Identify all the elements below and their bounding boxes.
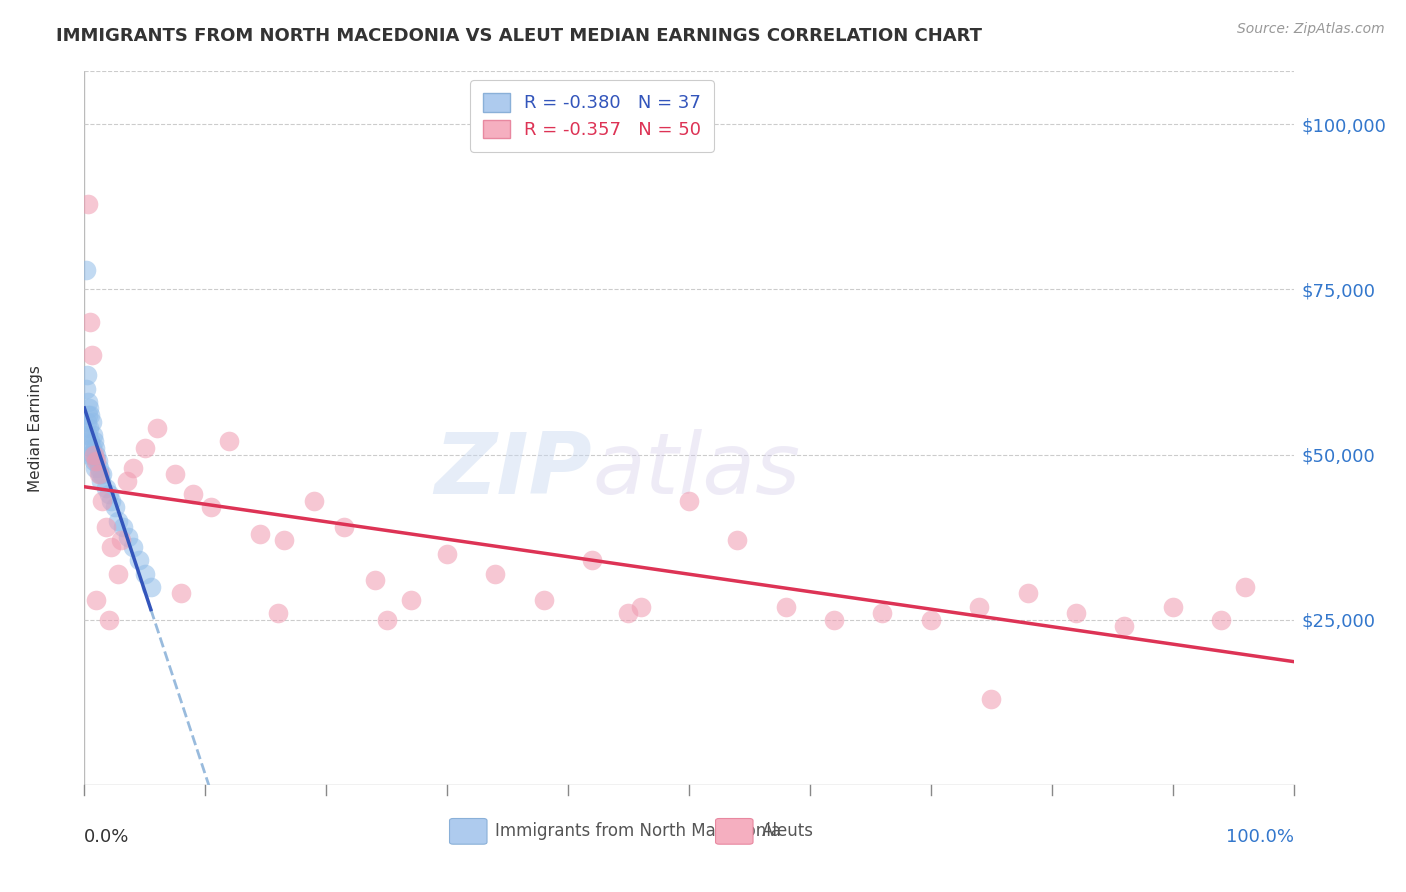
Point [115,474,138,488]
Point [678,493,700,508]
Point [77,408,100,422]
Point [107,514,129,528]
Point [104,500,127,515]
Point [86,454,108,468]
Point [249,527,271,541]
Point [83,454,105,468]
Point [87,467,110,482]
Point [82,448,104,462]
Point [91,493,114,508]
Point [134,566,156,581]
Point [83,434,105,449]
Legend: R = -0.380   N = 37, R = -0.357   N = 50: R = -0.380 N = 37, R = -0.357 N = 50 [470,80,714,152]
Point [77,421,100,435]
Point [77,427,100,442]
Point [218,434,240,449]
Point [91,467,114,482]
Point [76,368,98,383]
Text: Median Earnings: Median Earnings [28,365,44,491]
FancyBboxPatch shape [450,819,486,844]
Point [75,382,97,396]
Point [267,606,290,620]
Point [725,533,748,548]
Point [1161,599,1184,614]
Point [79,448,101,462]
Point [146,421,169,435]
Text: atlas: atlas [592,429,800,513]
Point [94,520,117,534]
Point [76,415,98,429]
Point [823,613,845,627]
FancyBboxPatch shape [716,819,754,844]
Point [77,401,100,416]
Text: 0.0%: 0.0% [84,828,129,846]
Point [121,460,143,475]
Point [1017,586,1039,600]
Text: ZIP: ZIP [434,429,592,513]
Point [1209,613,1232,627]
Point [83,448,105,462]
Text: Immigrants from North Macedonia: Immigrants from North Macedonia [495,822,782,840]
Point [333,520,356,534]
Point [181,487,204,501]
Point [581,553,603,567]
Point [630,599,652,614]
Point [139,580,162,594]
Point [872,606,894,620]
Point [110,533,132,548]
Point [302,493,325,508]
Point [79,434,101,449]
Point [533,593,555,607]
Point [775,599,797,614]
Point [967,599,990,614]
Point [86,448,108,462]
Point [484,566,506,581]
Point [117,530,139,544]
Point [165,467,187,482]
Point [79,408,101,422]
Text: Source: ZipAtlas.com: Source: ZipAtlas.com [1237,22,1385,37]
Point [90,474,112,488]
Point [84,441,107,455]
Text: 100.0%: 100.0% [1226,828,1294,846]
Point [617,606,640,620]
Point [80,441,103,455]
Point [1234,580,1257,594]
Point [89,467,111,482]
Point [94,481,117,495]
Point [1114,619,1136,633]
Point [80,415,103,429]
Point [273,533,295,548]
Point [80,349,103,363]
Point [170,586,193,600]
Point [87,460,110,475]
Point [79,315,101,329]
Point [980,692,1002,706]
Point [100,540,122,554]
Point [75,262,97,277]
Point [134,441,156,455]
Point [97,487,120,501]
Text: IMMIGRANTS FROM NORTH MACEDONIA VS ALEUT MEDIAN EARNINGS CORRELATION CHART: IMMIGRANTS FROM NORTH MACEDONIA VS ALEUT… [56,27,983,45]
Point [121,540,143,554]
Point [84,460,107,475]
Point [100,493,122,508]
Point [920,613,942,627]
Point [77,196,100,211]
Point [363,573,385,587]
Point [1064,606,1087,620]
Point [375,613,398,627]
Text: Aleuts: Aleuts [762,822,814,840]
Point [200,500,222,515]
Point [86,454,108,468]
Point [97,613,120,627]
Point [112,520,135,534]
Point [107,566,129,581]
Point [77,394,100,409]
Point [436,547,458,561]
Point [399,593,422,607]
Point [86,593,108,607]
Point [82,427,104,442]
Point [128,553,150,567]
